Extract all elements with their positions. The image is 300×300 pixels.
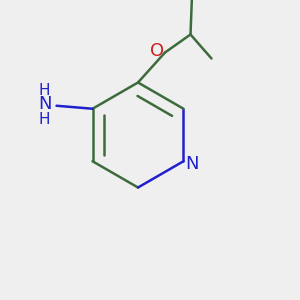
Text: H: H: [39, 112, 50, 127]
Text: N: N: [38, 95, 51, 113]
Text: N: N: [186, 155, 199, 173]
Text: O: O: [150, 42, 165, 60]
Text: H: H: [39, 83, 50, 98]
